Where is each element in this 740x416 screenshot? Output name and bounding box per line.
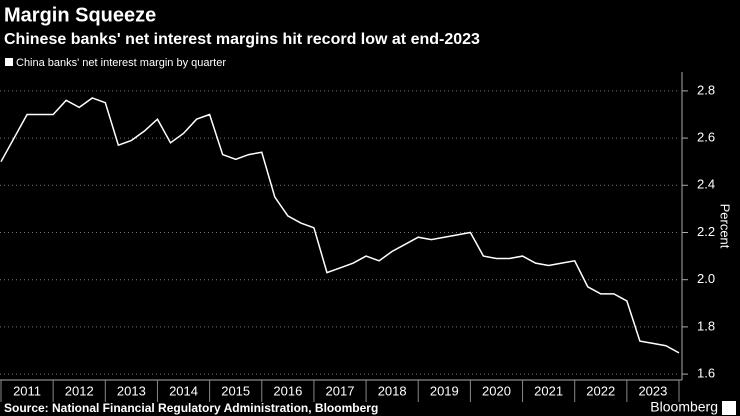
data-line <box>0 97 680 354</box>
y-tick-label: 2.4 <box>697 177 715 192</box>
x-tick-label: 2021 <box>534 383 563 398</box>
x-tick-label: 2023 <box>638 383 667 398</box>
legend-swatch <box>5 58 13 66</box>
x-tick-label: 2016 <box>273 383 302 398</box>
x-tick-label: 2017 <box>326 383 355 398</box>
chart-title: Margin Squeeze <box>4 4 156 26</box>
x-tick-label: 2011 <box>13 383 41 398</box>
x-tick-label: 2018 <box>378 383 407 398</box>
x-tick-label: 2012 <box>65 383 94 398</box>
x-tick-label: 2013 <box>117 383 146 398</box>
x-tick-label: 2019 <box>430 383 459 398</box>
y-tick-label: 2.2 <box>697 224 715 239</box>
x-tick-label: 2015 <box>221 383 250 398</box>
x-tick-label: 2014 <box>169 383 198 398</box>
y-tick-label: 1.8 <box>697 318 715 333</box>
chart-subtitle: Chinese banks' net interest margins hit … <box>4 31 480 48</box>
y-axis-label: Percent <box>718 204 733 249</box>
brand: Bloomberg <box>650 399 718 415</box>
x-tick-label: 2020 <box>482 383 511 398</box>
legend-label: China banks' net interest margin by quar… <box>16 57 226 69</box>
source: Source: National Financial Regulatory Ad… <box>4 401 378 415</box>
y-tick-label: 2.0 <box>697 271 715 286</box>
x-tick-label: 2022 <box>586 383 615 398</box>
brand-icon <box>722 401 736 415</box>
y-tick-label: 2.8 <box>697 82 715 97</box>
y-tick-label: 2.6 <box>697 130 715 145</box>
y-tick-label: 1.6 <box>697 366 715 381</box>
